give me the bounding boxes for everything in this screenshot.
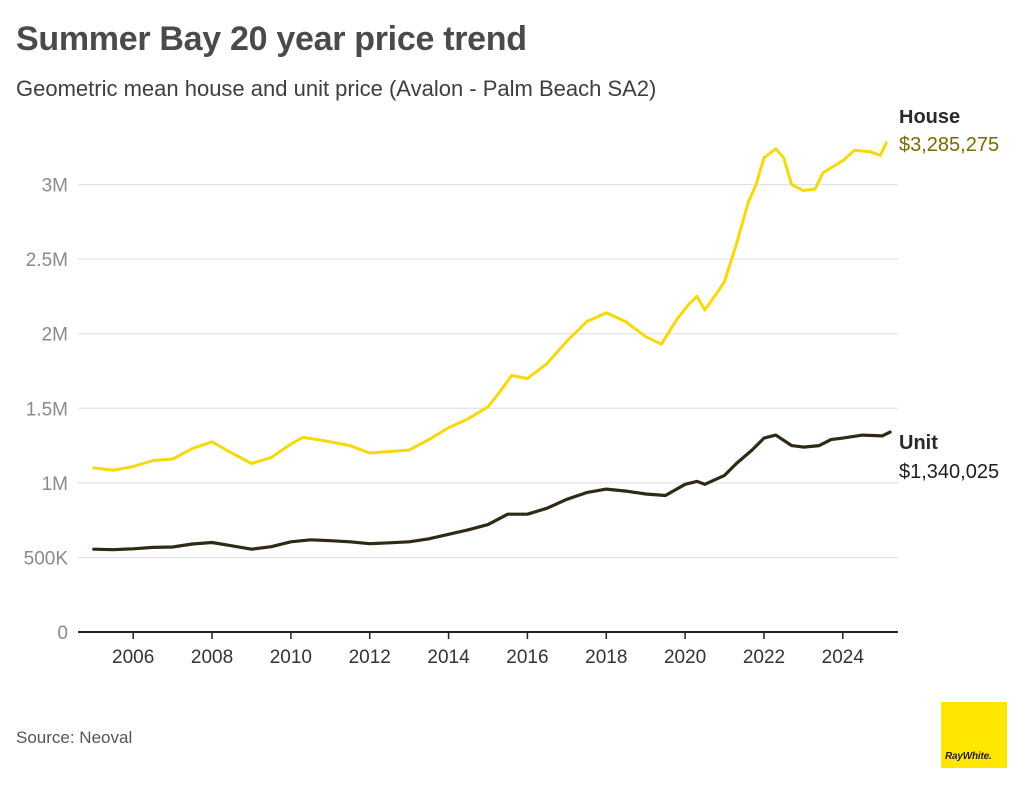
y-tick-label: 3M [42,176,68,197]
x-tick-label: 2022 [743,647,785,668]
series-label-house: House [899,110,960,128]
x-tick-label: 2012 [349,647,391,668]
x-tick-label: 2016 [506,647,548,668]
y-tick-label: 500K [24,548,69,569]
x-tick-label: 2014 [427,647,470,668]
x-tick-label: 2008 [191,647,233,668]
y-tick-label: 1M [42,474,68,495]
chart-title: Summer Bay 20 year price trend [16,20,527,58]
line-chart: 0 500K 1M 1.5M 2M 2.5M 3M 2006 2008 2010 2012 2014 2… [24,110,999,668]
series-label-unit: Unit [899,432,938,454]
x-tick-label: 2006 [112,647,154,668]
y-tick-label: 2.5M [26,250,68,271]
y-tick-label: 2M [42,325,68,346]
y-tick-label: 1.5M [26,399,68,420]
chart-subtitle: Geometric mean house and unit price (Ava… [16,76,657,101]
x-tick-label: 2018 [585,647,627,668]
ray-white-logo-text: RayWhite. [945,751,992,762]
series-value-house: $3,285,275 [899,134,999,156]
unit-series-line [92,430,892,552]
house-series-line [92,141,888,472]
series-value-unit: $1,340,025 [899,461,999,483]
source-note: Source: Neoval [16,728,133,747]
x-tick-label: 2010 [270,647,312,668]
ray-white-logo: RayWhite. [941,702,1007,768]
x-tick-label: 2024 [822,647,865,668]
x-tick-label: 2020 [664,647,706,668]
y-tick-label: 0 [57,623,68,644]
